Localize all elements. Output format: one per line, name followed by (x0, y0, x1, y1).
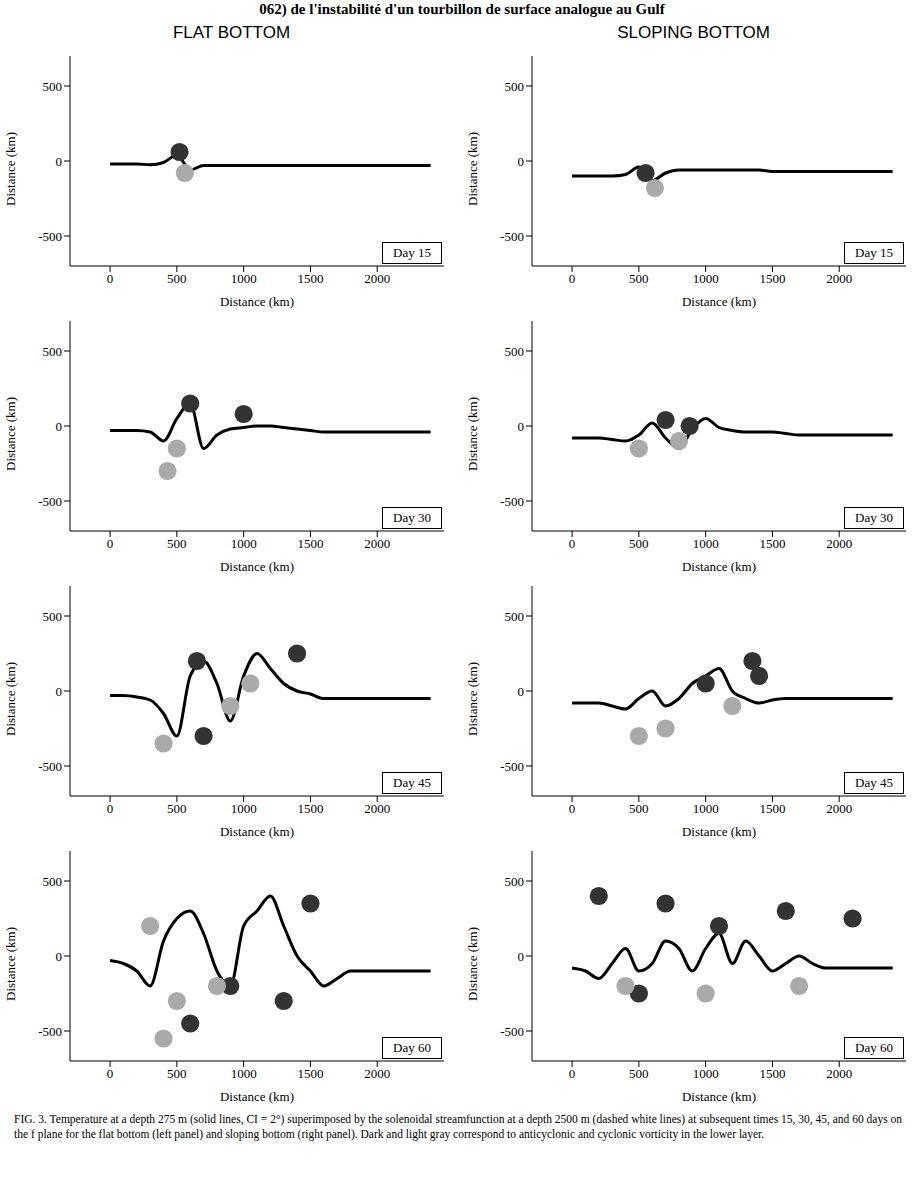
svg-text:500: 500 (43, 874, 63, 889)
svg-text:1000: 1000 (231, 1066, 257, 1081)
html-text:Day 30: Day 30 (855, 510, 893, 525)
svg-text:1500: 1500 (759, 536, 785, 551)
svg-text:0: 0 (107, 536, 114, 551)
svg-text:1500: 1500 (297, 1066, 323, 1081)
svg-text:1000: 1000 (231, 801, 257, 816)
svg-text:Distance (km): Distance (km) (466, 927, 480, 1001)
html-text:FLAT BOTTOM: FLAT BOTTOM (172, 23, 291, 42)
svg-text:-500: -500 (38, 759, 62, 774)
html-text:FIG. 3. Temperature at a depth: FIG. 3. Temperature at a depth 275 m (so… (14, 1113, 903, 1140)
svg-text:2000: 2000 (826, 1066, 852, 1081)
svg-text:1500: 1500 (759, 1066, 785, 1081)
svg-text:Distance (km): Distance (km) (220, 559, 294, 574)
svg-text:1000: 1000 (693, 801, 719, 816)
svg-text:500: 500 (629, 536, 649, 551)
svg-text:1000: 1000 (231, 536, 257, 551)
svg-text:Distance (km): Distance (km) (682, 824, 756, 839)
svg-text:0: 0 (56, 684, 63, 699)
html-text:Day 45: Day 45 (855, 775, 893, 790)
svg-text:0: 0 (569, 536, 576, 551)
svg-text:Distance (km): Distance (km) (682, 1089, 756, 1104)
svg-text:1000: 1000 (231, 271, 257, 286)
svg-text:1500: 1500 (759, 271, 785, 286)
svg-text:-500: -500 (500, 229, 524, 244)
svg-text:2000: 2000 (826, 801, 852, 816)
svg-text:0: 0 (569, 1066, 576, 1081)
svg-text:-500: -500 (500, 759, 524, 774)
svg-text:0: 0 (518, 684, 525, 699)
svg-text:Distance (km): Distance (km) (4, 397, 18, 471)
svg-text:Distance (km): Distance (km) (466, 132, 480, 206)
svg-text:1500: 1500 (759, 801, 785, 816)
svg-text:1000: 1000 (693, 536, 719, 551)
svg-text:2000: 2000 (826, 536, 852, 551)
svg-text:2000: 2000 (364, 271, 390, 286)
svg-text:-500: -500 (38, 1024, 62, 1039)
html-text:Day 60: Day 60 (393, 1040, 431, 1055)
svg-text:500: 500 (167, 801, 187, 816)
svg-text:500: 500 (629, 801, 649, 816)
html-text:SLOPING BOTTOM: SLOPING BOTTOM (617, 23, 770, 42)
svg-text:500: 500 (43, 79, 63, 94)
svg-text:2000: 2000 (364, 801, 390, 816)
svg-text:500: 500 (629, 1066, 649, 1081)
svg-text:0: 0 (107, 1066, 114, 1081)
svg-text:2000: 2000 (364, 536, 390, 551)
svg-text:1000: 1000 (693, 1066, 719, 1081)
svg-text:Distance (km): Distance (km) (220, 294, 294, 309)
html-text:Day 45: Day 45 (393, 775, 431, 790)
svg-text:-500: -500 (500, 494, 524, 509)
svg-text:Distance (km): Distance (km) (466, 662, 480, 736)
svg-text:1000: 1000 (693, 271, 719, 286)
svg-text:-500: -500 (38, 229, 62, 244)
html-text:062) de l'instabilité d'un tou: 062) de l'instabilité d'un tourbillon de… (259, 1, 665, 17)
svg-text:0: 0 (518, 154, 525, 169)
svg-text:0: 0 (569, 271, 576, 286)
svg-text:Distance (km): Distance (km) (4, 132, 18, 206)
svg-text:-500: -500 (38, 494, 62, 509)
svg-text:500: 500 (505, 344, 525, 359)
svg-text:2000: 2000 (364, 1066, 390, 1081)
svg-text:1500: 1500 (297, 271, 323, 286)
svg-text:500: 500 (629, 271, 649, 286)
svg-text:500: 500 (43, 344, 63, 359)
svg-text:500: 500 (167, 536, 187, 551)
svg-text:1500: 1500 (297, 801, 323, 816)
svg-text:500: 500 (43, 609, 63, 624)
svg-text:2000: 2000 (826, 271, 852, 286)
svg-text:Distance (km): Distance (km) (466, 397, 480, 471)
svg-text:Distance (km): Distance (km) (4, 662, 18, 736)
svg-text:Distance (km): Distance (km) (682, 559, 756, 574)
svg-text:500: 500 (505, 874, 525, 889)
svg-text:500: 500 (505, 609, 525, 624)
html-text:Day 15: Day 15 (393, 245, 431, 260)
svg-text:0: 0 (569, 801, 576, 816)
svg-text:0: 0 (56, 419, 63, 434)
html-text:Day 15: Day 15 (855, 245, 893, 260)
svg-text:0: 0 (107, 801, 114, 816)
html-text:Day 60: Day 60 (855, 1040, 893, 1055)
svg-text:0: 0 (518, 419, 525, 434)
svg-text:0: 0 (107, 271, 114, 286)
svg-text:500: 500 (167, 271, 187, 286)
svg-text:Distance (km): Distance (km) (4, 927, 18, 1001)
svg-text:0: 0 (56, 154, 63, 169)
svg-text:-500: -500 (500, 1024, 524, 1039)
svg-text:1500: 1500 (297, 536, 323, 551)
svg-text:500: 500 (167, 1066, 187, 1081)
svg-text:Distance (km): Distance (km) (682, 294, 756, 309)
svg-text:0: 0 (518, 949, 525, 964)
svg-text:Distance (km): Distance (km) (220, 824, 294, 839)
svg-text:500: 500 (505, 79, 525, 94)
svg-text:Distance (km): Distance (km) (220, 1089, 294, 1104)
svg-text:0: 0 (56, 949, 63, 964)
html-text:Day 30: Day 30 (393, 510, 431, 525)
